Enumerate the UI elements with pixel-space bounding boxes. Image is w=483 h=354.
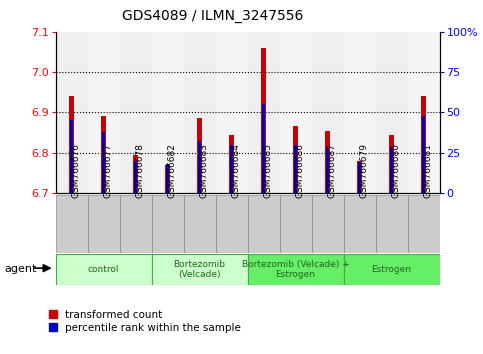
Bar <box>343 254 440 285</box>
Bar <box>56 32 87 193</box>
Bar <box>261 48 267 193</box>
Bar <box>326 148 329 193</box>
Text: GSM766682: GSM766682 <box>168 143 177 198</box>
Text: GSM766683: GSM766683 <box>199 143 209 198</box>
Bar <box>152 32 184 193</box>
Bar <box>56 254 152 285</box>
Bar <box>165 165 170 193</box>
Bar <box>248 32 280 193</box>
Bar <box>389 135 395 193</box>
Text: Bortezomib (Velcade) +
Estrogen: Bortezomib (Velcade) + Estrogen <box>242 260 349 279</box>
Bar <box>325 131 330 193</box>
Text: GSM766680: GSM766680 <box>392 143 400 198</box>
Text: GDS4089 / ILMN_3247556: GDS4089 / ILMN_3247556 <box>122 9 303 23</box>
Bar <box>134 161 137 193</box>
Text: GSM766681: GSM766681 <box>424 143 433 198</box>
Bar <box>100 116 106 193</box>
Bar <box>215 32 248 193</box>
Text: GSM766685: GSM766685 <box>264 143 272 198</box>
Bar <box>166 164 169 193</box>
Bar <box>198 141 201 193</box>
Bar <box>70 120 73 193</box>
Legend: transformed count, percentile rank within the sample: transformed count, percentile rank withi… <box>49 310 241 333</box>
Bar <box>69 96 74 193</box>
Text: GSM766679: GSM766679 <box>359 143 369 198</box>
Bar <box>390 148 393 193</box>
Bar <box>120 32 152 193</box>
Bar <box>262 104 265 193</box>
Bar <box>230 144 233 193</box>
Bar <box>102 132 105 193</box>
Bar <box>356 161 362 193</box>
Bar <box>228 135 234 193</box>
Bar <box>184 195 215 253</box>
Text: Estrogen: Estrogen <box>371 265 412 274</box>
Bar <box>56 195 87 253</box>
Bar <box>152 254 248 285</box>
Bar <box>215 195 248 253</box>
Bar <box>408 195 440 253</box>
Bar <box>312 195 343 253</box>
Bar <box>248 254 343 285</box>
Bar <box>87 195 120 253</box>
Bar <box>376 32 408 193</box>
Bar <box>312 32 343 193</box>
Bar <box>197 119 202 193</box>
Bar <box>408 32 440 193</box>
Text: GSM766676: GSM766676 <box>71 143 81 198</box>
Bar <box>248 195 280 253</box>
Bar <box>343 195 376 253</box>
Bar <box>280 32 312 193</box>
Bar <box>376 195 408 253</box>
Bar <box>152 195 184 253</box>
Bar <box>293 126 298 193</box>
Text: GSM766678: GSM766678 <box>136 143 144 198</box>
Text: GSM766677: GSM766677 <box>103 143 113 198</box>
Bar <box>120 195 152 253</box>
Bar <box>280 195 312 253</box>
Text: GSM766684: GSM766684 <box>231 143 241 198</box>
Bar <box>358 162 361 193</box>
Bar <box>87 32 120 193</box>
Text: agent: agent <box>5 264 37 274</box>
Bar <box>133 155 139 193</box>
Bar <box>421 96 426 193</box>
Bar <box>422 116 425 193</box>
Text: Bortezomib
(Velcade): Bortezomib (Velcade) <box>173 260 226 279</box>
Text: GSM766686: GSM766686 <box>296 143 305 198</box>
Bar <box>294 144 297 193</box>
Bar <box>343 32 376 193</box>
Text: GSM766687: GSM766687 <box>327 143 337 198</box>
Text: control: control <box>88 265 119 274</box>
Bar <box>184 32 215 193</box>
